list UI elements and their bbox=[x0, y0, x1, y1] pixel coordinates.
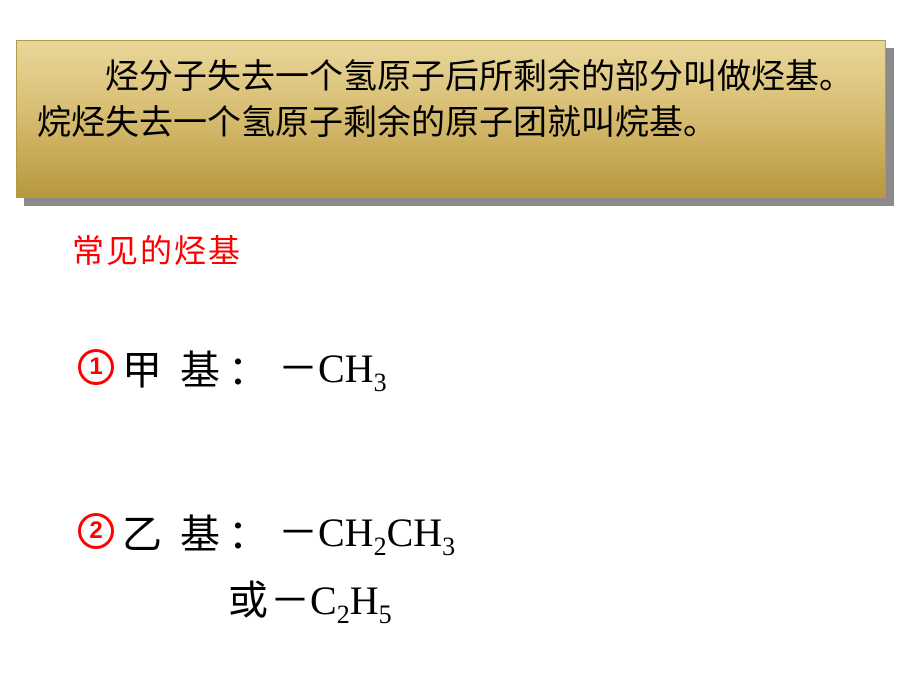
item-2-alt: 或－C2H5 bbox=[228, 568, 392, 630]
section-heading: 常见的烃基 bbox=[72, 226, 242, 272]
list-item-1: 1 甲 基 ： －CH3 bbox=[78, 336, 387, 398]
item-2-colon: ： bbox=[228, 502, 268, 560]
circled-number-1: 1 bbox=[89, 353, 102, 381]
list-item-2: 2 乙 基 ： －CH2CH3 bbox=[78, 500, 455, 562]
item-2-name: 乙 基 bbox=[122, 502, 224, 560]
item-1-colon: ： bbox=[228, 338, 268, 396]
circled-number-2: 2 bbox=[89, 517, 102, 545]
item-2-formula-body: CH2CH3 bbox=[318, 510, 455, 555]
item-1-formula-body: CH3 bbox=[318, 346, 387, 391]
definition-box: 烃分子失去一个氢原子后所剩余的部分叫做烃基。烷烃失去一个氢原子剩余的原子团就叫烷… bbox=[16, 40, 886, 198]
item-1-formula: －CH3 bbox=[278, 336, 387, 398]
item-2-formula: －CH2CH3 bbox=[278, 500, 455, 562]
circled-number-icon: 1 bbox=[78, 349, 114, 385]
item-2-alt-prefix: 或 bbox=[228, 578, 268, 623]
item-1-name: 甲 基 bbox=[122, 338, 224, 396]
circled-number-icon: 2 bbox=[78, 513, 114, 549]
definition-text: 烃分子失去一个氢原子后所剩余的部分叫做烃基。烷烃失去一个氢原子剩余的原子团就叫烷… bbox=[37, 59, 853, 142]
item-2-alt-formula-body: C2H5 bbox=[310, 578, 392, 623]
